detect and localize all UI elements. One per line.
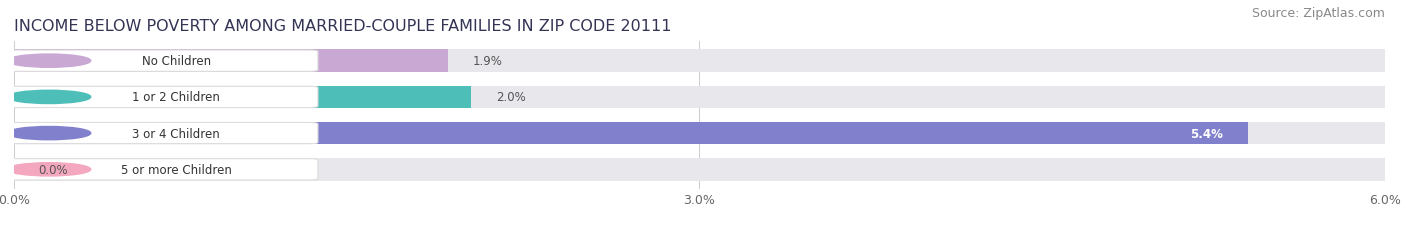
Bar [14,86,471,109]
Bar [14,50,1385,73]
FancyBboxPatch shape [4,87,318,108]
Bar [14,122,1249,145]
Text: INCOME BELOW POVERTY AMONG MARRIED-COUPLE FAMILIES IN ZIP CODE 20111: INCOME BELOW POVERTY AMONG MARRIED-COUPL… [14,18,672,33]
Bar [14,122,1385,145]
FancyBboxPatch shape [4,51,318,72]
Text: 3 or 4 Children: 3 or 4 Children [132,127,219,140]
Bar [14,50,449,73]
Bar [14,158,1385,181]
Circle shape [7,91,91,104]
Circle shape [7,127,91,140]
Text: 2.0%: 2.0% [496,91,526,104]
Text: 1 or 2 Children: 1 or 2 Children [132,91,221,104]
Text: 5.4%: 5.4% [1191,127,1223,140]
Circle shape [7,55,91,68]
Text: No Children: No Children [142,55,211,68]
Text: 1.9%: 1.9% [472,55,503,68]
Text: Source: ZipAtlas.com: Source: ZipAtlas.com [1251,7,1385,20]
Text: 0.0%: 0.0% [39,163,69,176]
FancyBboxPatch shape [4,159,318,180]
Text: 5 or more Children: 5 or more Children [121,163,232,176]
FancyBboxPatch shape [4,123,318,144]
Bar [14,86,1385,109]
Circle shape [7,163,91,176]
